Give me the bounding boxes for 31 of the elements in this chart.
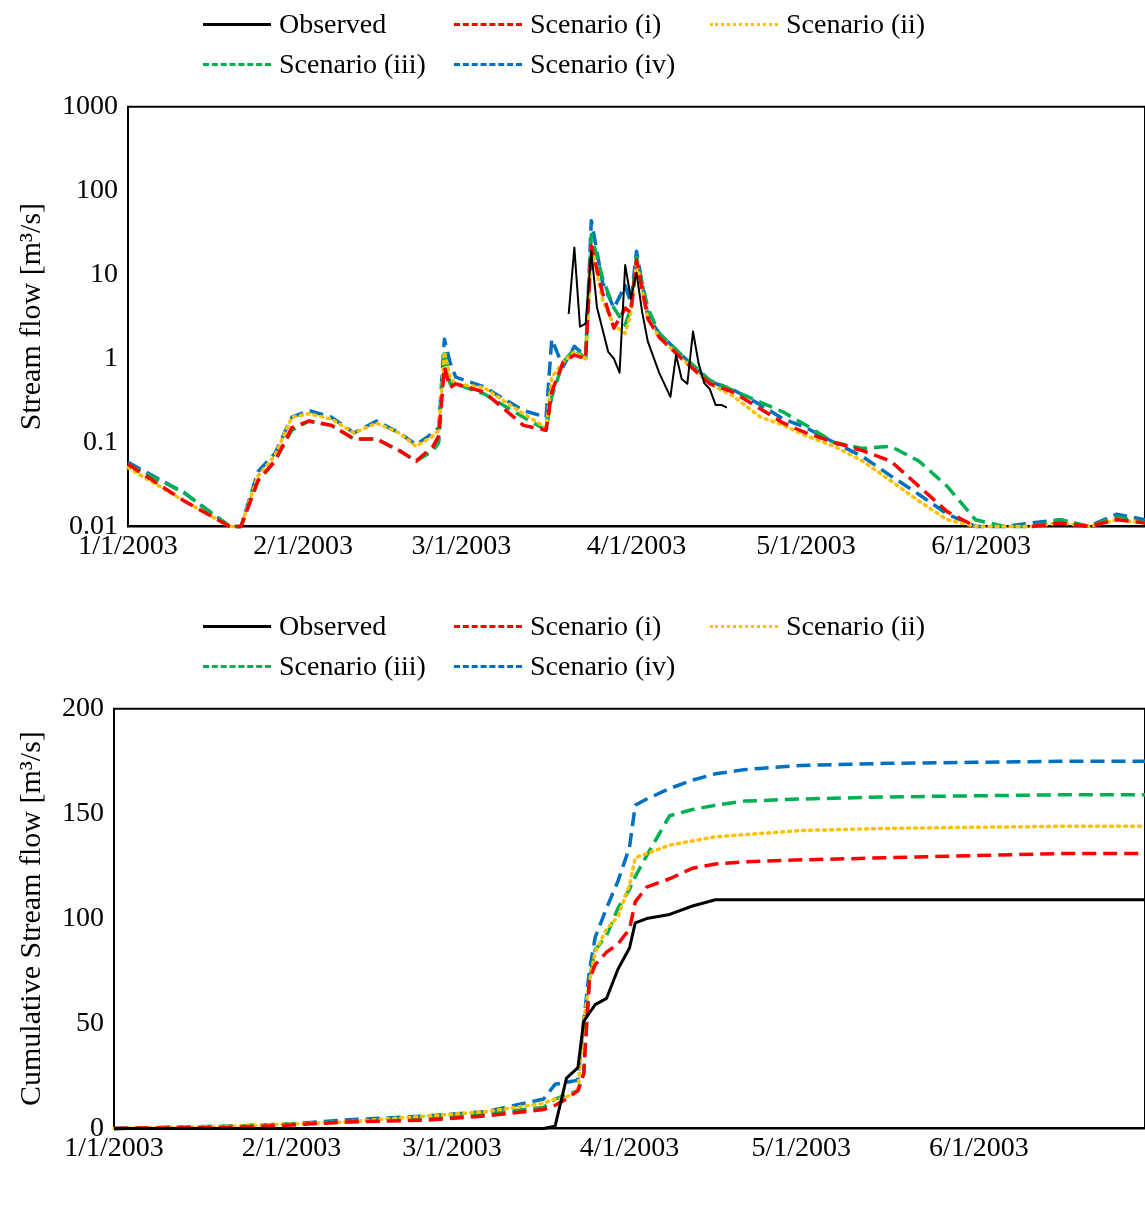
x-tick-label: 5/1/2003 [756,528,856,560]
y-tick-label: 10 [90,257,118,288]
x-tick-label: 4/1/2003 [586,528,687,560]
legend-label: Observed [279,610,387,642]
y-tick-label: 0.1 [83,424,118,456]
y-axis-title: Cumulative Stream flow [m³/s] [12,731,46,1106]
y-tick-label: 1 [104,340,118,372]
legend-label: Scenario (iii) [279,48,426,80]
x-tick-label: 2/1/2003 [253,528,353,560]
legend-label: Scenario (iv) [530,48,676,80]
y-tick-label: 200 [62,691,104,723]
legend-label: Observed [279,8,387,40]
y-tick-label: 1000 [62,89,118,121]
y-axis-title: Stream flow [m³/s] [12,202,46,431]
legend-label: Scenario (ii) [786,610,926,642]
legend-label: Scenario (i) [530,8,662,40]
y-tick-label: 100 [76,173,118,205]
x-tick-label: 6/1/2003 [929,1130,1029,1162]
legend-label: Scenario (iv) [530,650,676,682]
y-tick-label: 100 [62,900,104,932]
y-tick-label: 150 [62,796,104,828]
x-tick-label: 2/1/2003 [241,1130,342,1162]
legend-label: Scenario (iii) [279,650,426,682]
x-tick-label: 6/1/2003 [931,528,1031,560]
x-tick-label: 5/1/2003 [751,1130,852,1162]
x-tick-label: 3/1/2003 [402,1130,502,1162]
x-tick-label: 3/1/2003 [411,528,512,560]
y-tick-label: 50 [76,1005,104,1037]
x-tick-label: 4/1/2003 [579,1130,680,1162]
legend-label: Scenario (ii) [786,8,926,40]
legend-label: Scenario (i) [530,610,662,642]
